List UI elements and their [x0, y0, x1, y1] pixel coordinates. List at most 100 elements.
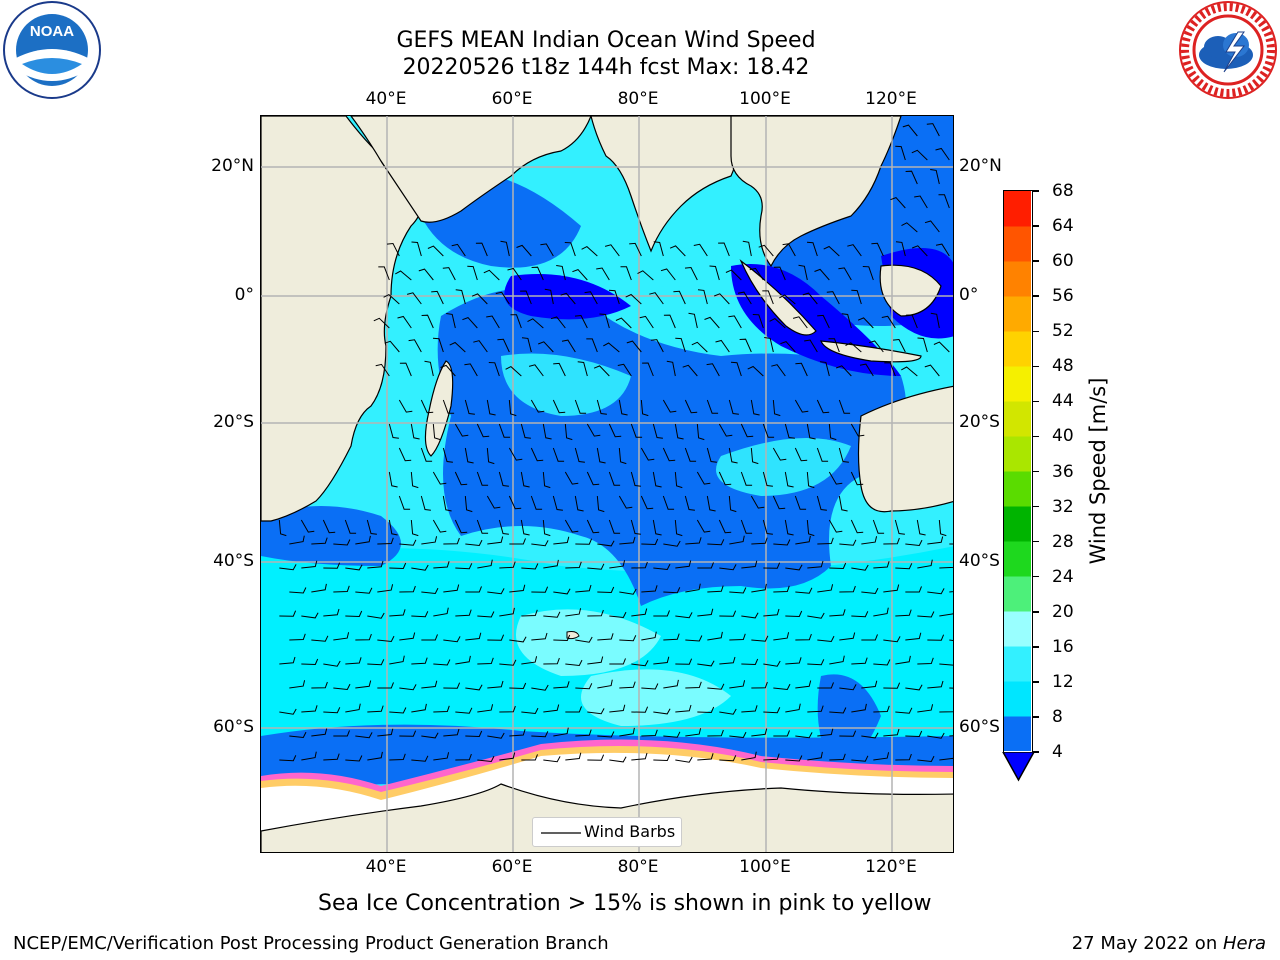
wind-barb: [397, 315, 412, 329]
wind-barb: [499, 659, 517, 666]
wind-barb: [333, 730, 350, 737]
wind-barb: [577, 361, 588, 377]
wind-barb: [838, 267, 852, 281]
colorbar-band: [1004, 296, 1031, 332]
wind-barb: [741, 658, 759, 666]
wind-barb: [487, 732, 505, 739]
wind-barb: [784, 519, 794, 536]
wind-barb: [817, 682, 834, 689]
wind-barb: [565, 608, 582, 617]
wind-barb: [873, 607, 889, 617]
wind-barb: [574, 447, 585, 463]
wind-barb: [443, 728, 460, 737]
colorbar-band: [1004, 226, 1031, 262]
lat-tick-left: 0°: [234, 285, 254, 305]
wind-barb: [917, 337, 928, 353]
wind-barb: [455, 289, 466, 305]
wind-barb: [750, 447, 759, 465]
wind-barb: [565, 659, 583, 667]
wind-barb: [477, 755, 495, 763]
wind-barb: [544, 288, 554, 305]
colorbar-tick-label: 68: [1052, 181, 1074, 201]
wind-barb: [817, 314, 830, 329]
wind-barb: [861, 680, 878, 689]
colorbar-band: [1004, 646, 1031, 682]
wind-barb: [487, 536, 504, 545]
footer-date-text: 27 May 2022 on: [1071, 933, 1223, 954]
colorbar-band: [1004, 471, 1031, 507]
wind-barb: [872, 519, 885, 534]
wind-barb: [826, 291, 840, 305]
land-australia: [857, 385, 953, 513]
wind-barb: [542, 519, 551, 537]
wind-barb: [841, 313, 852, 329]
wind-barb: [631, 608, 648, 617]
wind-barb: [521, 563, 539, 570]
wind-barb: [917, 704, 934, 713]
wind-barb: [719, 708, 737, 715]
wind-barb: [851, 657, 868, 665]
wind-barb: [706, 447, 717, 463]
wind-barb: [575, 584, 592, 593]
wind-barb: [411, 611, 429, 618]
wind-barb: [773, 266, 786, 281]
wind-barb: [763, 660, 781, 667]
wind-barb: [520, 290, 532, 305]
wind-barb: [772, 399, 781, 417]
wind-barb: [388, 519, 398, 536]
wind-barb: [640, 447, 655, 461]
wind-barb: [301, 658, 319, 666]
wind-barb: [597, 731, 615, 738]
wind-barb: [851, 289, 862, 305]
wind-barb: [505, 365, 522, 377]
lon-tick-bottom: 80°E: [617, 857, 659, 877]
wind-barb: [629, 242, 642, 257]
wind-barb: [367, 751, 383, 761]
colorbar-band: [1004, 261, 1031, 297]
wind-barb: [455, 609, 472, 617]
wind-barb: [462, 317, 478, 329]
wind-barb: [894, 519, 905, 535]
wind-barb: [685, 728, 702, 737]
wind-barb: [575, 729, 592, 737]
wind-barb: [421, 314, 434, 329]
wind-barb: [741, 705, 758, 713]
chart-title: GEFS MEAN Indian Ocean Wind Speed: [396, 28, 816, 53]
wind-barb: [289, 587, 307, 594]
lon-tick-top: 100°E: [739, 89, 791, 109]
wind-barb: [762, 519, 773, 535]
colorbar-band: [1004, 331, 1031, 367]
wind-barb: [673, 290, 686, 305]
wind-barb: [355, 535, 371, 545]
wind-barb: [924, 364, 940, 377]
wind-barb: [674, 423, 684, 440]
wind-barb: [773, 730, 790, 737]
wind-barb: [795, 587, 813, 594]
wind-barb: [707, 539, 725, 546]
wind-barb: [663, 540, 681, 547]
wind-barb: [939, 711, 953, 713]
wind-barb: [895, 753, 912, 761]
wind-barb: [609, 704, 626, 713]
wind-barb: [411, 564, 429, 571]
wind-barb: [653, 610, 670, 617]
wind-barb: [420, 447, 433, 462]
wind-barb: [660, 268, 676, 281]
wind-barb: [871, 242, 884, 257]
legend-label: Wind Barbs: [584, 822, 676, 841]
wind-barb: [779, 294, 796, 305]
wind-barb: [741, 751, 757, 761]
wind-barb: [446, 313, 456, 329]
wind-barb: [927, 680, 944, 689]
footer-credit: NCEP/EMC/Verification Post Processing Pr…: [13, 933, 609, 954]
wind-barb: [772, 447, 787, 461]
lon-tick-bottom: 100°E: [739, 857, 791, 877]
wind-barb: [653, 708, 671, 715]
wind-barb: [377, 635, 395, 643]
colorbar-band: [1004, 191, 1031, 227]
wind-barb: [861, 587, 879, 595]
wind-barb: [697, 660, 715, 667]
lon-tick-top: 80°E: [617, 89, 659, 109]
wind-barb: [618, 399, 628, 416]
wind-barb: [520, 423, 531, 439]
